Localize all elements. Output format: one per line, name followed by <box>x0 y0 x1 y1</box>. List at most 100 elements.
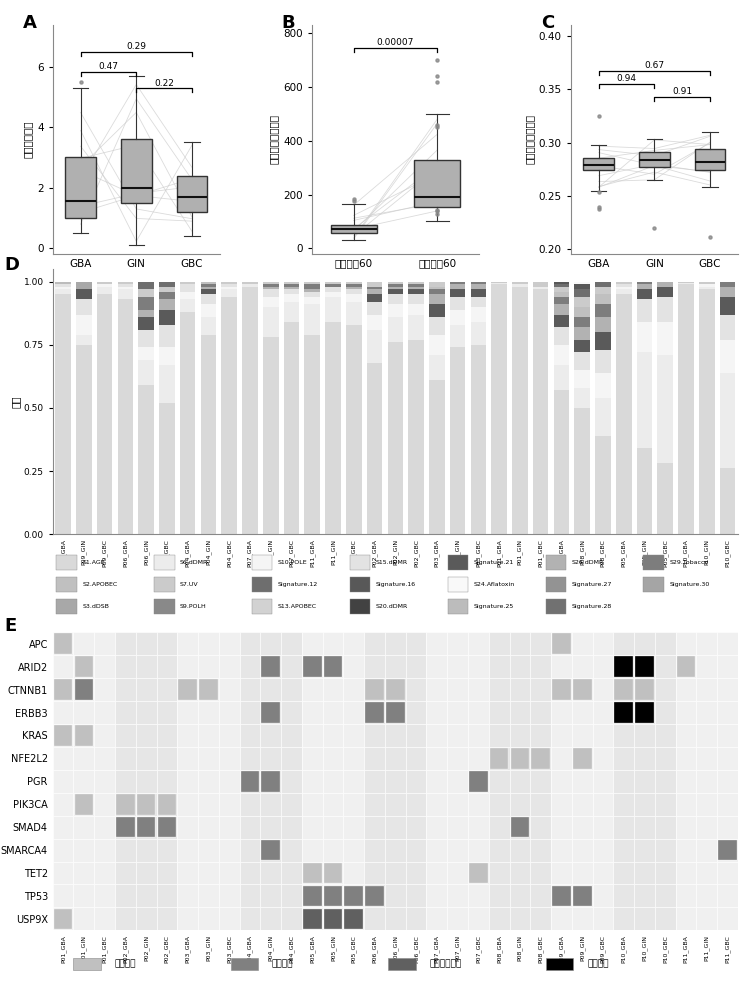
Bar <box>115 862 136 884</box>
Bar <box>637 299 652 322</box>
Bar <box>303 863 322 883</box>
Bar <box>530 862 551 884</box>
Bar <box>157 817 176 837</box>
Bar <box>385 747 406 770</box>
Bar <box>261 656 280 677</box>
Bar <box>239 839 261 862</box>
Bar <box>117 284 133 287</box>
Bar <box>450 347 465 534</box>
Text: D: D <box>5 256 20 274</box>
Y-axis label: 单核苷酸突变数目: 单核苷酸突变数目 <box>269 114 279 164</box>
Bar <box>367 302 383 315</box>
Bar <box>720 373 736 468</box>
Bar <box>530 724 551 747</box>
Bar <box>157 678 177 701</box>
Text: Signature.30: Signature.30 <box>669 582 710 587</box>
Bar <box>678 282 694 283</box>
Bar <box>177 862 198 884</box>
Bar <box>530 907 551 930</box>
Text: S15.dDMR: S15.dDMR <box>376 560 408 565</box>
Point <box>431 203 443 219</box>
Bar <box>261 702 280 723</box>
Bar <box>699 289 715 534</box>
Bar <box>219 793 239 816</box>
Bar <box>489 770 510 793</box>
Bar <box>198 907 219 930</box>
Bar <box>595 294 611 304</box>
Bar <box>718 840 737 860</box>
Bar <box>364 701 385 724</box>
Bar <box>447 884 468 907</box>
Bar <box>675 907 697 930</box>
Bar <box>200 284 216 287</box>
Bar <box>593 793 614 816</box>
Bar <box>492 283 507 284</box>
Bar <box>94 632 115 655</box>
Bar <box>139 297 154 310</box>
Bar <box>97 287 112 294</box>
Bar <box>595 398 611 436</box>
Text: Signature.16: Signature.16 <box>376 582 416 587</box>
Bar <box>572 839 593 862</box>
Bar <box>367 315 383 330</box>
Bar <box>532 748 550 769</box>
Bar <box>53 679 72 700</box>
Bar <box>388 294 403 304</box>
Bar <box>219 770 239 793</box>
Bar <box>198 793 219 816</box>
Bar <box>717 701 738 724</box>
Bar <box>76 335 92 345</box>
Bar <box>426 678 447 701</box>
Bar <box>614 884 634 907</box>
Bar <box>198 632 219 655</box>
Bar <box>717 655 738 678</box>
Bar <box>364 884 385 907</box>
Point <box>348 191 360 207</box>
Bar <box>551 632 572 655</box>
Bar <box>717 907 738 930</box>
Bar <box>720 468 736 534</box>
Bar <box>302 701 322 724</box>
Bar <box>74 678 94 701</box>
Bar <box>572 747 593 770</box>
Bar <box>510 655 530 678</box>
Bar <box>281 655 302 678</box>
Bar <box>450 282 465 284</box>
Bar <box>74 770 94 793</box>
Bar <box>489 793 510 816</box>
Bar <box>575 352 590 370</box>
Bar <box>137 817 155 837</box>
Text: A: A <box>23 14 36 32</box>
Bar <box>343 701 364 724</box>
Bar <box>364 862 385 884</box>
Point <box>704 229 716 245</box>
Bar <box>634 907 655 930</box>
Bar <box>551 747 572 770</box>
Bar <box>364 839 385 862</box>
Bar <box>426 839 447 862</box>
Bar <box>593 632 614 655</box>
Bar <box>219 747 239 770</box>
Bar <box>530 701 551 724</box>
Bar <box>53 839 74 862</box>
Bar <box>492 284 507 534</box>
Bar <box>450 325 465 347</box>
Bar <box>595 282 611 287</box>
Bar <box>115 724 136 747</box>
Bar <box>511 748 529 769</box>
Bar <box>159 347 175 365</box>
Bar <box>634 724 655 747</box>
Bar <box>94 724 115 747</box>
Bar <box>117 287 133 289</box>
Bar <box>350 577 370 592</box>
PathPatch shape <box>66 157 96 218</box>
Bar <box>117 282 133 284</box>
Bar <box>219 816 239 839</box>
Bar <box>697 655 717 678</box>
Bar <box>76 345 92 534</box>
Bar <box>74 839 94 862</box>
Bar <box>221 287 237 289</box>
Bar <box>281 884 302 907</box>
Bar <box>572 678 593 701</box>
Bar <box>200 335 216 534</box>
